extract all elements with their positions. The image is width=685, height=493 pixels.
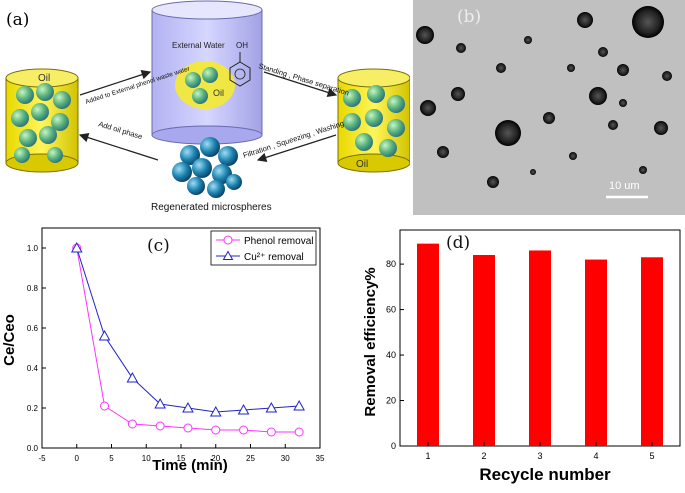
schematic-panel: (a) Oil External Water xyxy=(0,0,411,215)
arrow-to-regeneration xyxy=(256,134,337,163)
bar-chart-ticks: 1 2 3 4 5 0 20 40 60 80 xyxy=(386,259,655,461)
regenerated-label: Regenerated microspheres xyxy=(151,202,272,213)
y-tick-label: 0.2 xyxy=(27,404,39,413)
scale-bar-label: 10 um xyxy=(609,180,640,192)
center-water-cylinder: External Water Oil OH xyxy=(151,0,263,145)
x-tick-label: 10 xyxy=(142,454,151,463)
data-point-phenol xyxy=(127,419,137,429)
data-point-phenol xyxy=(294,427,304,437)
data-point-cu xyxy=(70,241,83,253)
x-tick-label: 15 xyxy=(177,454,186,463)
y-tick-label: 0 xyxy=(391,441,396,451)
data-point-cu xyxy=(182,401,194,413)
data-point-phenol xyxy=(155,421,165,431)
arrow-label-add-oil: Add oil phase xyxy=(97,119,143,141)
arrow-label-standing: Standing , Phase separation xyxy=(257,61,350,97)
data-point-cu xyxy=(98,329,111,341)
bar-3 xyxy=(529,250,551,446)
arrow-to-separation xyxy=(263,71,338,98)
regenerated-microspheres xyxy=(172,137,242,198)
data-point-phenol xyxy=(183,423,193,433)
line-chart-ylabel: Ce/Ceo xyxy=(1,314,18,366)
arrow-to-water xyxy=(79,70,152,96)
legend-label-cu: Cu²⁺ removal xyxy=(244,252,304,263)
x-tick-label: 4 xyxy=(593,451,598,461)
data-point-cu xyxy=(293,399,305,411)
data-point-phenol xyxy=(266,427,276,437)
data-point-phenol xyxy=(211,425,221,435)
oh-group-label: OH xyxy=(236,41,248,50)
micrograph-panel: (b) 10 um xyxy=(413,0,685,215)
bar-chart-bars xyxy=(417,243,663,446)
x-tick-label: 3 xyxy=(537,451,542,461)
external-water-label: External Water xyxy=(172,41,225,50)
x-tick-label: 2 xyxy=(481,451,486,461)
y-tick-label: 0.8 xyxy=(27,284,39,293)
y-tick-label: 1.0 xyxy=(27,244,39,253)
bar-chart: 1 2 3 4 5 0 20 40 60 80 Recycle number Removal ef… xyxy=(362,229,681,484)
series-line-1 xyxy=(76,247,300,413)
line-chart-panel: -5 0 5 10 15 20 25 30 35 0.0 0.2 0.4 0.6 0.8 1.0 Time … xyxy=(0,222,340,488)
y-tick-label: 40 xyxy=(386,350,396,360)
bar-1 xyxy=(417,243,439,446)
bar-4 xyxy=(585,259,607,446)
y-tick-label: 80 xyxy=(386,259,396,269)
bar-chart-xlabel: Recycle number xyxy=(479,465,611,484)
panel-label-b: (b) xyxy=(457,7,481,27)
data-point-cu xyxy=(154,397,166,409)
legend-marker-cu xyxy=(222,250,234,260)
line-chart: -5 0 5 10 15 20 25 30 35 0.0 0.2 0.4 0.6 0.8 1.0 Time … xyxy=(1,227,325,474)
y-tick-label: 0.0 xyxy=(27,444,39,453)
line-chart-series xyxy=(70,241,305,437)
bar-chart-panel: 1 2 3 4 5 0 20 40 60 80 Recycle number Removal ef… xyxy=(345,222,685,488)
x-tick-label: -5 xyxy=(38,454,46,463)
line-chart-ticks: -5 0 5 10 15 20 25 30 35 0.0 0.2 0.4 0.6 0.8 1.0 xyxy=(27,244,325,463)
y-tick-label: 20 xyxy=(386,396,396,406)
x-tick-label: 5 xyxy=(109,454,114,463)
line-chart-legend: Phenol removal Cu²⁺ removal xyxy=(210,230,317,266)
bar-2 xyxy=(473,255,495,446)
x-tick-label: 0 xyxy=(75,454,80,463)
oil-label-right: Oil xyxy=(356,159,368,170)
micro-particles xyxy=(416,6,672,188)
x-tick-label: 1 xyxy=(425,451,430,461)
oil-label-center: Oil xyxy=(213,88,224,98)
panel-label-c: (c) xyxy=(147,236,170,256)
data-point-phenol xyxy=(239,425,249,435)
arrow-to-oil xyxy=(78,132,159,161)
x-tick-label: 35 xyxy=(316,454,325,463)
schematic-diagram: (a) Oil External Water xyxy=(5,0,411,213)
bar-5 xyxy=(641,257,663,446)
data-point-cu xyxy=(237,403,250,415)
panel-label-d: (d) xyxy=(446,233,470,253)
bar-chart-ylabel: Removal efficiency% xyxy=(362,267,379,416)
line-chart-xlabel: Time (min) xyxy=(152,457,228,474)
data-point-cu xyxy=(265,401,278,413)
data-point-cu xyxy=(209,405,222,417)
x-tick-label: 25 xyxy=(246,454,255,463)
x-tick-label: 5 xyxy=(649,451,654,461)
y-tick-label: 0.4 xyxy=(27,364,39,373)
x-tick-label: 20 xyxy=(211,454,220,463)
panel-label-a: (a) xyxy=(6,10,29,30)
micrograph-image: (b) 10 um xyxy=(413,0,685,215)
left-oil-cylinder: Oil xyxy=(5,68,79,173)
data-point-cu xyxy=(126,371,139,383)
data-point-phenol xyxy=(100,401,110,411)
legend-marker-phenol xyxy=(223,235,233,245)
y-tick-label: 60 xyxy=(386,305,396,315)
legend-label-phenol: Phenol removal xyxy=(244,236,313,247)
right-oil-cylinder: Oil xyxy=(337,68,411,173)
oil-label-left: Oil xyxy=(38,73,50,84)
y-tick-label: 0.6 xyxy=(27,324,39,333)
phenol-ring-icon xyxy=(229,61,251,87)
x-tick-label: 30 xyxy=(281,454,290,463)
